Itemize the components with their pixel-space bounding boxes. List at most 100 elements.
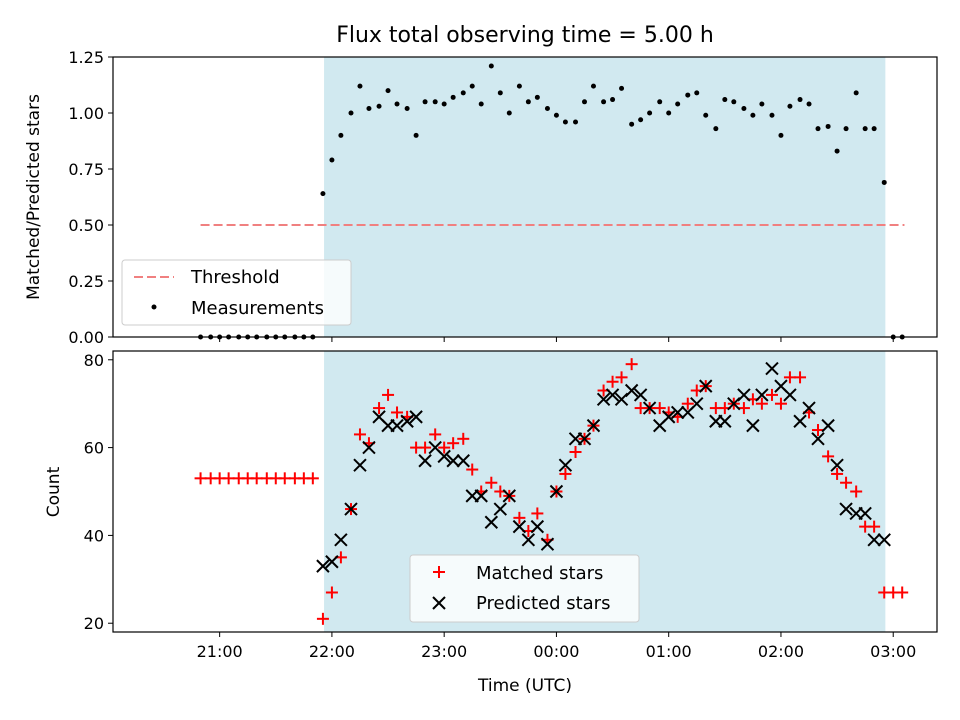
predicted-point — [577, 432, 592, 446]
legend-threshold-label: Threshold — [190, 267, 280, 288]
measurement-point — [506, 110, 512, 116]
measurement-point — [348, 110, 354, 116]
measurement-point — [516, 83, 522, 89]
predicted-point — [718, 414, 732, 428]
predicted-point — [418, 454, 432, 468]
measurement-point — [394, 101, 400, 107]
predicted-point — [586, 418, 601, 433]
predicted-point — [821, 418, 835, 433]
measurement-point — [553, 112, 559, 118]
predicted-point — [400, 414, 414, 428]
legend-matched-label: Matched stars — [476, 563, 603, 584]
predicted-point — [362, 440, 376, 455]
legend-measurements-swatch — [151, 304, 157, 310]
measurement-point — [759, 101, 765, 107]
matched-point — [353, 428, 366, 441]
legend-predicted-swatch — [432, 596, 446, 610]
measurement-point — [862, 126, 868, 132]
measurement-point — [769, 112, 775, 118]
matched-point — [812, 424, 825, 437]
ratio-y-tick-label: 0.75 — [68, 160, 104, 179]
matched-point — [774, 397, 787, 410]
predicted-point — [484, 515, 499, 529]
measurement-point — [460, 90, 466, 96]
predicted-point — [802, 401, 816, 415]
matched-point — [222, 472, 235, 485]
measurement-point — [385, 88, 391, 94]
measurement-point — [404, 106, 410, 112]
predicted-point — [409, 410, 423, 424]
matched-point — [513, 511, 526, 524]
predicted-point — [877, 533, 891, 547]
predicted-point — [858, 506, 872, 521]
count-plot-frame — [112, 350, 938, 633]
ratio-y-tick-label: 0.25 — [68, 272, 104, 291]
measurement-point — [534, 94, 540, 100]
ratio-x-ticks — [219, 337, 894, 342]
legend-predicted-label: Predicted stars — [476, 593, 610, 614]
predicted-point — [493, 502, 508, 516]
matched-point — [625, 358, 638, 371]
matched-point — [316, 612, 329, 625]
predicted-point — [783, 388, 797, 402]
count-legend-box — [409, 554, 640, 623]
measurement-point — [329, 157, 335, 163]
measurement-point — [666, 110, 672, 116]
measurement-point — [657, 99, 663, 105]
matched-point — [438, 441, 451, 454]
matched-point — [531, 507, 544, 520]
matched-point — [606, 375, 619, 388]
matched-point — [429, 428, 442, 441]
measurement-point — [338, 132, 344, 138]
count-x-axis-label: Time (UTC) — [477, 676, 572, 696]
matched-point — [250, 472, 263, 485]
count-y-axis-label: Count — [44, 466, 64, 517]
count-y-tick-label: 20 — [84, 614, 104, 633]
count-legend: Matched stars Predicted stars — [409, 554, 640, 623]
count-points — [194, 358, 909, 625]
predicted-point — [390, 418, 404, 433]
predicted-point — [867, 533, 881, 547]
matched-point — [391, 406, 404, 419]
matched-point — [850, 485, 863, 498]
predicted-point — [839, 502, 853, 516]
matched-point — [681, 397, 694, 410]
measurement-point — [562, 119, 568, 125]
measurement-point — [694, 90, 700, 96]
measurement-point — [778, 132, 784, 138]
predicted-point — [765, 361, 779, 376]
ratio-y-axis-label: Matched/Predicted stars — [24, 94, 44, 300]
measurement-point — [488, 63, 494, 69]
measurement-point — [450, 94, 456, 100]
count-x-tick-label: 02:00 — [758, 642, 804, 661]
measurement-point — [731, 99, 737, 105]
matched-point — [485, 476, 498, 489]
predicted-point — [793, 414, 807, 428]
measurement-point — [815, 126, 821, 132]
matched-point — [447, 437, 460, 450]
matched-point — [373, 402, 386, 415]
ratio-y-tick-label: 1.25 — [68, 48, 104, 67]
legend-measurements-label: Measurements — [191, 298, 324, 319]
measurement-point — [787, 103, 793, 109]
count-x-tick-label: 21:00 — [197, 642, 243, 661]
measurement-point — [441, 101, 447, 107]
matched-point — [653, 402, 666, 415]
matched-point — [466, 463, 479, 476]
predicted-point — [755, 388, 769, 402]
measurement-point — [573, 119, 579, 125]
predicted-point — [353, 458, 367, 472]
predicted-point — [512, 519, 527, 534]
count-y-tick-label: 60 — [84, 439, 104, 458]
predicted-point — [690, 396, 704, 411]
ratio-legend: Threshold Measurements — [121, 259, 352, 326]
matched-point — [559, 467, 572, 480]
measurement-point — [647, 110, 653, 116]
predicted-point — [596, 392, 611, 407]
measurement-point — [638, 117, 644, 123]
count-x-ticks: 21:00 22:00 23:00 00:00 01:00 02:00 03:00 — [197, 632, 916, 661]
measurement-point — [750, 112, 756, 118]
matched-point — [306, 472, 319, 485]
predicted-point — [530, 519, 545, 534]
